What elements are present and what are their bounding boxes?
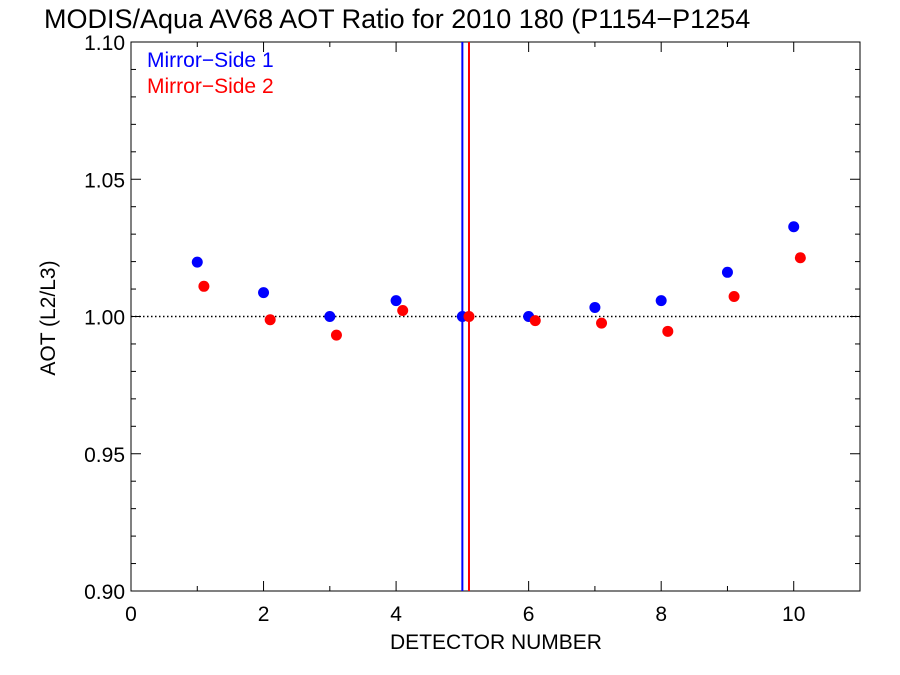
- plot-area: 0 2 4 6 8 10 0.90 0.95 1.00 1.05 1.10 Mirror−Side 1…: [84, 32, 861, 626]
- x-tick-label: 6: [523, 603, 535, 626]
- series-2-point: [529, 315, 541, 327]
- y-axis-label: AOT (L2/L3): [37, 260, 60, 375]
- series-1-point: [324, 311, 336, 322]
- x-tick-label: 0: [125, 603, 137, 626]
- legend-entry-1: Mirror−Side 1: [147, 49, 274, 72]
- series-1-point: [390, 295, 402, 307]
- series-2-point: [397, 304, 409, 316]
- x-tick-label: 10: [782, 603, 805, 626]
- y-tick-label: 1.00: [84, 307, 125, 330]
- series-2-point: [728, 290, 740, 302]
- series-1-point: [589, 301, 601, 313]
- chart-title: MODIS/Aqua AV68 AOT Ratio for 2010 180 (…: [44, 4, 750, 34]
- y-tick-label: 0.95: [84, 444, 125, 467]
- series-2-point: [330, 329, 342, 341]
- series-2-point: [596, 317, 608, 329]
- x-axis-label: DETECTOR NUMBER: [390, 631, 602, 654]
- legend-entry-2: Mirror−Side 2: [147, 75, 274, 98]
- y-tick-label: 1.05: [84, 169, 125, 192]
- series-1-point: [788, 221, 800, 233]
- series-2-point: [264, 314, 276, 326]
- y-tick-label: 0.90: [84, 581, 125, 604]
- x-tick-label: 2: [258, 603, 270, 626]
- series-2-point: [794, 252, 806, 264]
- x-tick-label: 8: [655, 603, 667, 626]
- series-1-point: [258, 287, 270, 299]
- series-2-point: [662, 325, 674, 337]
- series-1-point: [191, 256, 203, 268]
- series-2-point: [198, 280, 210, 292]
- series-1-point: [721, 266, 733, 278]
- x-tick-label: 4: [390, 603, 402, 626]
- series-2-point: [463, 311, 475, 322]
- series-1-point: [655, 295, 667, 307]
- y-tick-label: 1.10: [84, 32, 125, 55]
